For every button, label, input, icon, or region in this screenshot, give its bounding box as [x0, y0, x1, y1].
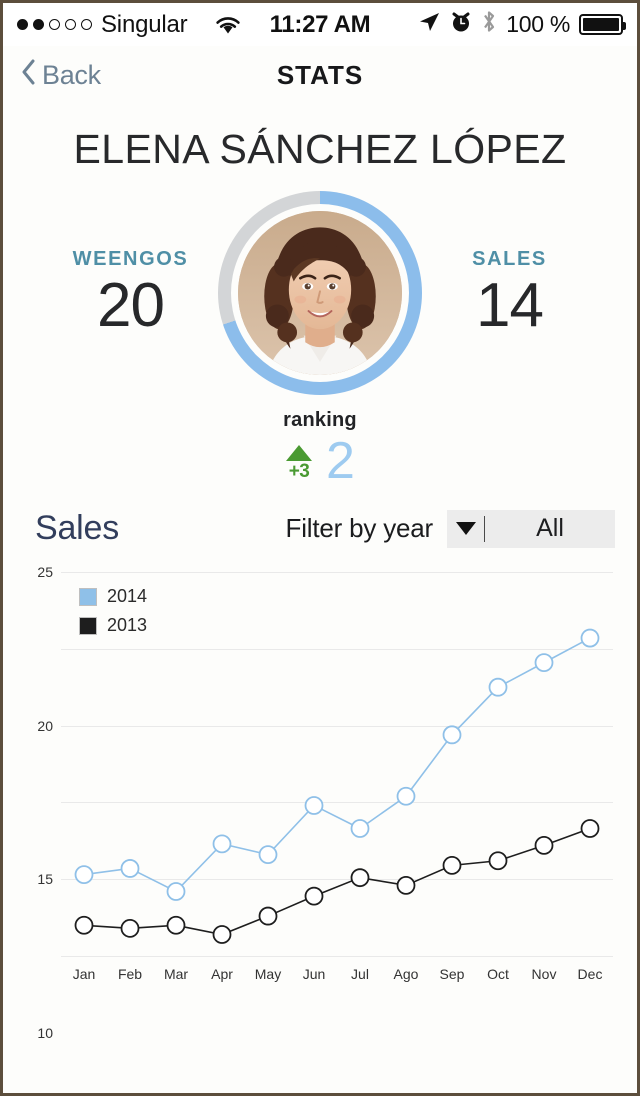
chart-data-point[interactable]: [396, 786, 416, 806]
legend-item-label: 2014: [107, 586, 148, 606]
battery-percent-label: 100 %: [506, 11, 570, 37]
arrow-up-icon: [286, 445, 313, 461]
back-button[interactable]: Back: [21, 59, 101, 92]
sales-stat-value: 14: [476, 270, 544, 340]
chart-data-point[interactable]: [442, 725, 462, 745]
chart-data-point[interactable]: [120, 918, 140, 938]
chart-data-point[interactable]: [534, 653, 554, 673]
chart-gridline: 20: [37, 648, 613, 734]
back-button-label: Back: [42, 59, 101, 90]
alarm-clock-icon: [450, 10, 472, 40]
chevron-left-icon: [21, 59, 36, 92]
chart-data-point[interactable]: [488, 851, 508, 871]
chart-data-point[interactable]: [350, 819, 370, 838]
ranking-delta: +3: [286, 441, 313, 482]
status-bar: Singular 11:27 AM: [3, 3, 637, 46]
chart-data-point[interactable]: [396, 875, 416, 895]
bluetooth-icon: [481, 9, 497, 40]
chart-data-point[interactable]: [304, 886, 324, 906]
profile-summary: WEENGOS 20: [3, 187, 637, 399]
legend-swatch-icon: [79, 587, 97, 606]
weengos-stat-value: 20: [97, 270, 165, 340]
chart-plot-area: 0 5 10 15 20 25 Jan Feb Mar Apr May Jun Jul Ago Sep Oct…: [37, 564, 613, 1041]
legend-item[interactable]: 2014: [79, 586, 147, 607]
legend-swatch-icon: [79, 616, 97, 635]
chart-data-point[interactable]: [258, 906, 278, 926]
chart-data-point[interactable]: [304, 796, 324, 815]
chart-x-axis-tick: Oct: [487, 966, 509, 982]
ranking-position: 2: [326, 432, 355, 490]
chart-gridline: 25: [37, 564, 613, 580]
chart-x-axis-tick: Feb: [117, 966, 143, 982]
chart-x-axis-tick: Jun: [302, 966, 326, 982]
chart-data-point[interactable]: [74, 915, 94, 935]
chart-data-point[interactable]: [258, 845, 278, 865]
chart-gridline: 15: [37, 725, 613, 887]
chart-data-point[interactable]: [534, 836, 554, 855]
chart-legend: 2014 2013: [79, 586, 147, 644]
chart-x-axis-tick: Dec: [577, 966, 603, 982]
chart-data-point[interactable]: [488, 677, 508, 697]
wifi-icon: [213, 14, 243, 36]
chart-x-axis-tick: Ago: [393, 966, 419, 982]
chart-y-axis-tick: 15: [37, 871, 53, 888]
chart-data-point[interactable]: [166, 882, 186, 901]
weengos-stat-label: WEENGOS: [72, 247, 189, 270]
chart-data-point[interactable]: [580, 628, 600, 648]
avatar[interactable]: [238, 211, 402, 375]
chart-gridline: 0: [61, 956, 613, 957]
chart-data-point[interactable]: [580, 819, 600, 838]
chart-y-axis-tick: 20: [37, 717, 53, 734]
chart-x-axis-tick: Nov: [531, 966, 557, 982]
signal-dot-2: [33, 19, 44, 30]
sales-stat: SALES 14: [422, 248, 597, 338]
signal-dot-4: [65, 19, 76, 30]
chart-x-axis-tick: May: [254, 966, 282, 982]
chart-y-axis-tick: 10: [37, 1024, 53, 1041]
chart-gridline: 10: [37, 802, 613, 1041]
signal-dot-1: [17, 19, 28, 30]
chart-data-point[interactable]: [212, 925, 232, 944]
filter-by-year-label: Filter by year: [285, 513, 434, 543]
signal-dot-3: [49, 19, 60, 30]
weengos-stat: WEENGOS 20: [43, 248, 218, 338]
legend-item-label: 2013: [107, 615, 148, 635]
chart-data-point[interactable]: [212, 834, 232, 854]
chart-x-axis-tick: Mar: [163, 966, 189, 982]
chart-data-point[interactable]: [350, 868, 370, 888]
signal-strength-dots: [17, 19, 92, 30]
sales-section-title: Sales: [35, 509, 120, 547]
chart-data-point[interactable]: [120, 859, 140, 878]
legend-item[interactable]: 2013: [79, 615, 147, 636]
chart-data-point[interactable]: [442, 855, 462, 875]
battery-full-icon: [579, 14, 626, 35]
chart-line-2014: [83, 637, 591, 893]
chart-series-layer: [74, 628, 600, 944]
chart-x-axis-tick: Sep: [439, 966, 465, 982]
ranking-block: ranking +3 2: [3, 409, 637, 487]
signal-dot-5: [81, 19, 92, 30]
ranking-label: ranking: [283, 409, 357, 431]
person-name: ELENA SÁNCHEZ LÓPEZ: [73, 126, 567, 172]
year-filter-value: All: [536, 514, 564, 542]
carrier-name: Singular: [101, 10, 188, 38]
avatar-progress-ring: [218, 191, 422, 395]
ranking-delta-value: +3: [288, 461, 310, 482]
chart-x-axis-tick: Jan: [72, 966, 96, 982]
sales-stat-label: SALES: [472, 247, 547, 270]
chart-y-axis-tick: 25: [37, 564, 53, 580]
chart-line-2013: [83, 827, 591, 936]
chart-x-axis-tick: Apr: [211, 966, 233, 982]
navigation-bar: Back STATS: [3, 46, 637, 104]
chart-data-point[interactable]: [74, 865, 94, 884]
caret-down-icon[interactable]: [447, 515, 485, 542]
chart-data-point[interactable]: [166, 915, 186, 935]
sales-line-chart: 0 5 10 15 20 25 Jan Feb Mar Apr May Jun Jul Ago Sep Oct…: [17, 560, 623, 1041]
year-filter-select[interactable]: All: [447, 509, 615, 548]
chart-x-axis-tick: Jul: [351, 966, 369, 982]
location-arrow-icon: [417, 10, 441, 40]
sales-section-header: Sales Filter by year All: [3, 487, 637, 548]
chart-gridline: 5: [61, 879, 613, 881]
